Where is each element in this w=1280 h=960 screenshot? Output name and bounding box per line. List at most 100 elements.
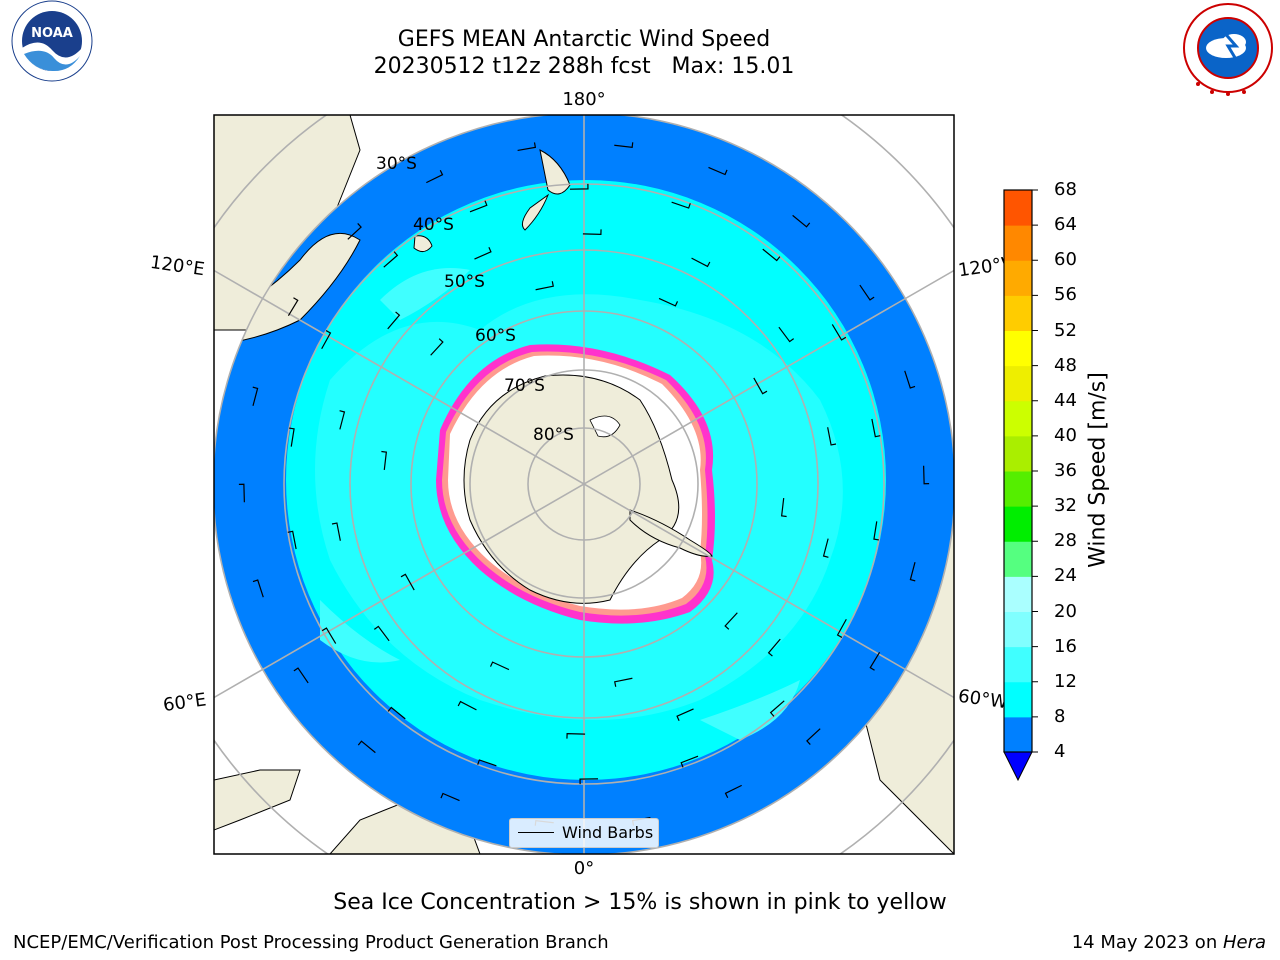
wind-barb [489,661,510,671]
colorbar-segment [1004,541,1032,577]
colorbar-tick-label: 16 [1054,635,1077,657]
colorbar-tick-label: 12 [1054,670,1077,692]
wind-barb [871,418,881,438]
wind-barb [569,183,589,190]
lon-label-120e: 120°E [149,252,206,280]
wind-barb [614,677,633,687]
wind-barb [357,740,376,754]
lat-label-60s: 60°S [475,326,516,346]
wind-barb [762,248,781,262]
colorbar-tick-label: 32 [1054,495,1077,517]
wind-barb [680,755,699,768]
wind-barb [806,728,821,745]
wind-barb [457,700,477,711]
wind-barb [430,338,444,356]
wind-barb [904,370,916,389]
colorbar-tick-label: 60 [1054,249,1077,271]
colorbar-segment [1004,260,1032,296]
wind-barb [579,778,599,785]
wind-speed-colorbar [1003,189,1038,782]
legend-label: Wind Barbs [562,823,654,842]
colorbar-tick-label: 20 [1054,600,1077,622]
wind-barb [767,638,781,657]
wind-barb [909,562,916,582]
wind-barb [691,257,711,268]
wind-barb [400,573,415,591]
wind-barb [339,410,346,430]
colorbar-tick-label: 8 [1054,705,1066,727]
wind-barb [535,281,554,291]
wind-barb [873,521,879,541]
wind-barb [331,522,341,541]
colorbar-tick-label: 68 [1054,179,1077,200]
colorbar-segment [1004,646,1032,683]
wind-barb [614,142,634,148]
wind-barb [289,427,295,447]
wind-barb [387,311,401,330]
svg-text:NOAA: NOAA [31,26,73,41]
noaa-logo: NOAA [11,0,93,82]
wind-barb [381,450,388,471]
footer-credit: NCEP/EMC/Verification Post Processing Pr… [13,932,609,953]
wind-barb [822,538,829,558]
wind-barb [780,497,787,518]
colorbar-tick-label: 4 [1054,741,1066,762]
chart-subtitle: 20230512 t12z 288h fcst Max: 15.01 [373,54,795,79]
wind-barb [373,625,390,642]
lon-label-0: 0° [574,858,594,879]
footer-machine: Hera [1222,932,1266,953]
colorbar-tick-label: 52 [1054,319,1077,341]
wind-barb [923,465,930,485]
wind-barb [321,330,332,350]
wind-barb [347,223,362,240]
wind-barb [321,627,337,644]
colorbar-segment [1004,506,1032,542]
colorbar-tick-label: 36 [1054,460,1077,481]
lat-label-70s: 70°S [504,376,545,396]
footer-date: 14 May 2023 on Hera [1071,932,1266,953]
wind-barb [566,732,586,739]
colorbar-tick-label: 48 [1054,354,1077,376]
wind-barb [582,229,602,236]
wind-barb [474,246,492,260]
colorbar-tick-label: 24 [1054,565,1077,587]
wind-barb [671,201,691,209]
africa-land [214,769,301,831]
wind-barb [724,612,738,630]
wind-barb [287,297,299,317]
colorbar-segment [1004,716,1032,753]
wind-barb [293,667,309,684]
map-legend: Wind Barbs [509,818,659,848]
colorbar-label: Wind Speed [m/s] [1085,372,1111,568]
colorbar-tick-label: 64 [1054,214,1077,236]
wind-barb [778,326,795,343]
lat-label-50s: 50°S [444,272,485,292]
wind-barb [869,651,881,671]
wind-barb [469,200,488,213]
nws-logo [1183,3,1273,96]
colorbar-segment [1004,681,1032,718]
wind-barb [769,700,785,717]
wind-barb [477,759,497,767]
new-zealand-land [521,149,571,231]
wind-barb [792,214,811,228]
colorbar-tick-label: 40 [1054,424,1077,446]
wind-barb [724,784,742,799]
lon-label-180: 180° [562,89,605,110]
wind-barb [383,251,399,268]
wind-barb [658,297,679,307]
wind-barb-legend-line [518,832,554,833]
sea-ice-caption: Sea Ice Concentration > 15% is shown in … [333,890,947,915]
wind-barb [676,708,694,722]
colorbar-tick-label: 44 [1054,389,1077,411]
lat-label-40s: 40°S [413,215,454,235]
wind-barb [440,792,460,802]
colorbar-segment [1004,611,1032,648]
colorbar-segment [1004,330,1032,367]
wind-barb [387,706,406,720]
wind-barb [859,284,875,301]
colorbar-tick-label: 56 [1054,284,1077,306]
lat-label-80s: 80°S [533,425,574,445]
lon-label-60e: 60°E [162,689,208,716]
wind-barb [836,618,847,638]
